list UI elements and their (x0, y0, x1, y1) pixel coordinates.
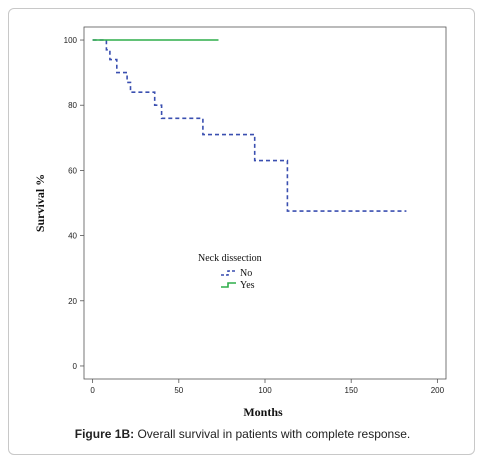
x-tick-label: 100 (258, 386, 272, 395)
y-tick-label: 80 (68, 101, 77, 110)
y-tick-label: 100 (64, 36, 78, 45)
survival-chart: 0 50 100 150 200 0 20 40 60 80 100 Months Surviva… (33, 26, 447, 419)
y-axis-ticks: 0 20 40 60 80 100 (64, 36, 84, 371)
y-axis-title: Survival % (33, 174, 47, 232)
y-tick-label: 60 (68, 166, 77, 175)
series-line-no (92, 39, 407, 212)
legend-swatch-no (221, 270, 236, 276)
plot-area (83, 26, 447, 380)
legend-title: Neck dissection (198, 253, 262, 264)
x-tick-label: 0 (90, 386, 95, 395)
caption-label: Figure 1B: (74, 427, 135, 441)
series-layer (92, 39, 407, 212)
y-tick-label: 0 (73, 362, 78, 371)
legend: Neck dissection No Yes (198, 253, 262, 291)
x-axis-ticks: 0 50 100 150 200 (90, 379, 445, 395)
y-tick-label: 20 (68, 297, 77, 306)
x-tick-label: 200 (431, 386, 445, 395)
caption-text: Overall survival in patients with comple… (134, 427, 411, 441)
legend-label-no: No (240, 268, 252, 279)
legend-swatch-yes (221, 282, 236, 288)
x-tick-label: 50 (174, 386, 183, 395)
x-axis-title: Months (243, 405, 283, 419)
legend-label-yes: Yes (240, 280, 255, 291)
x-tick-label: 150 (345, 386, 359, 395)
y-tick-label: 40 (68, 232, 77, 241)
figure-caption: Figure 1B: Overall survival in patients … (0, 427, 485, 441)
